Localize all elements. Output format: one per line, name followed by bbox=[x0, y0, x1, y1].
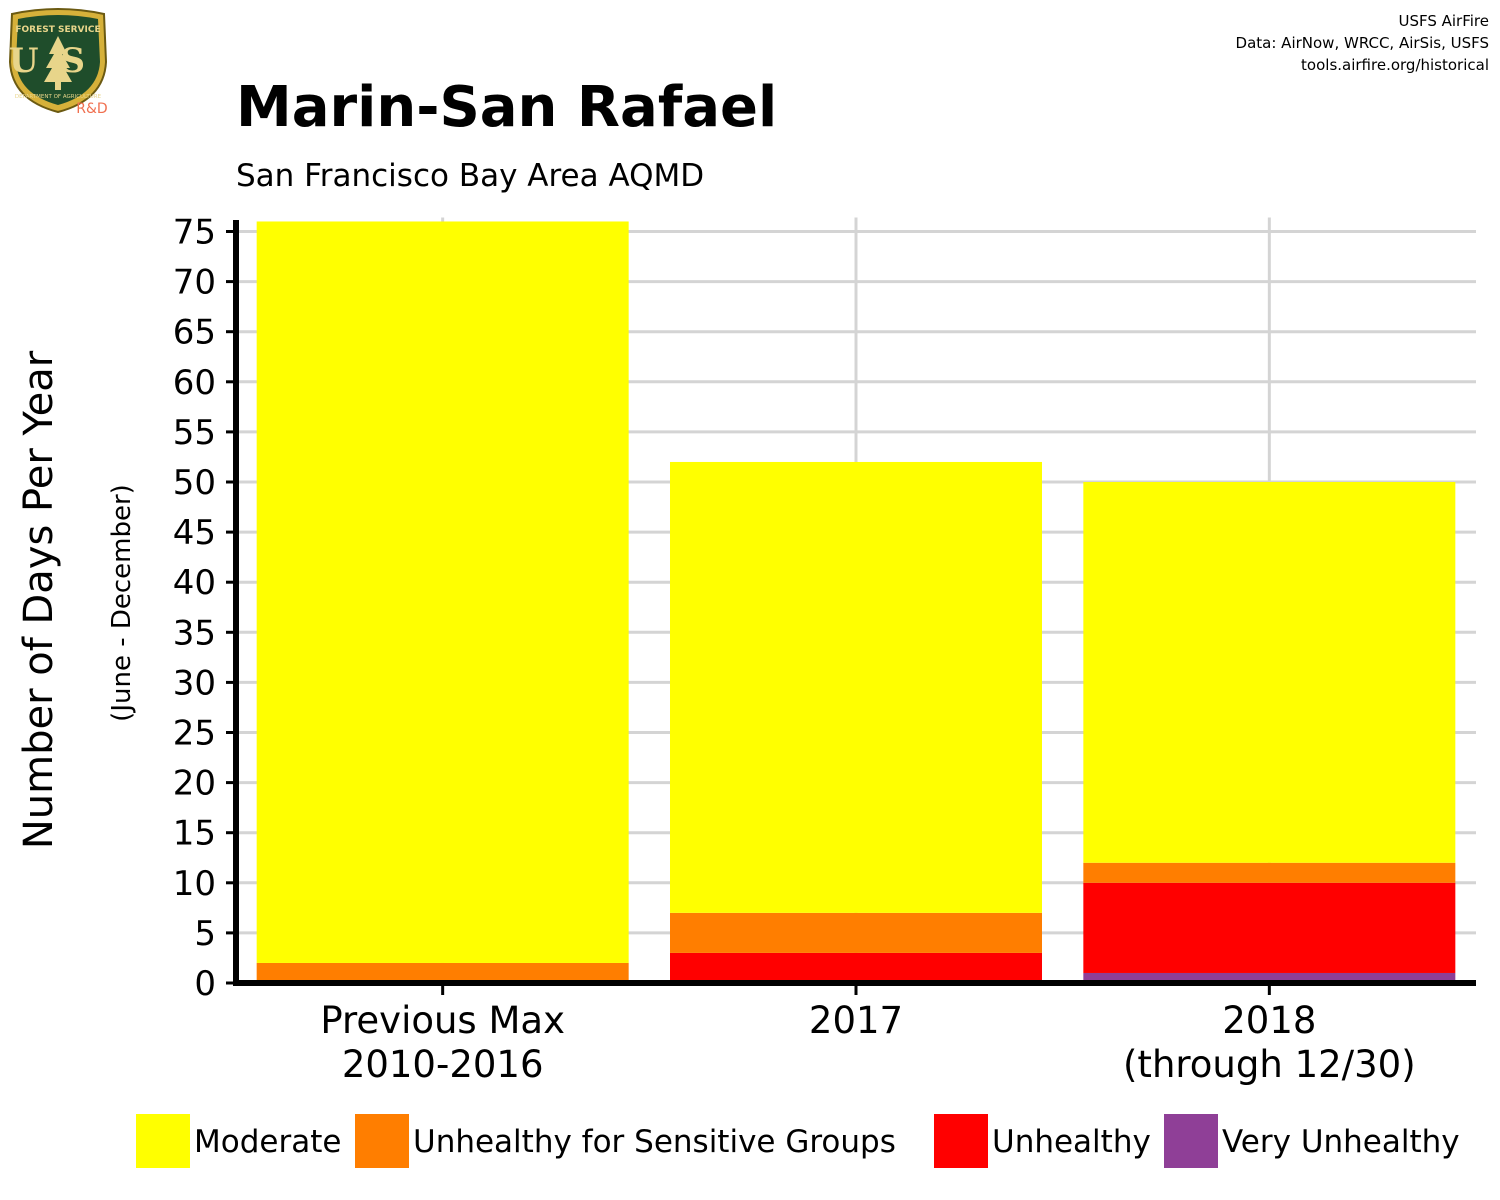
x-category-label: 2017 bbox=[809, 999, 903, 1042]
x-category-label: 2018 bbox=[1222, 999, 1316, 1042]
y-tick-label: 5 bbox=[194, 914, 216, 954]
chart-title: Marin-San Rafael bbox=[236, 75, 777, 140]
x-category-label: 2010-2016 bbox=[342, 1043, 544, 1086]
y-tick-label: 50 bbox=[173, 463, 216, 503]
tree-icon bbox=[44, 36, 72, 90]
bars bbox=[256, 221, 1456, 983]
bar-segment-unhealthy-for-sensitive-groups bbox=[670, 912, 1042, 953]
legend-swatch bbox=[355, 1114, 409, 1168]
logo-top-text: FOREST SERVICE bbox=[15, 25, 100, 35]
y-tick-label: 75 bbox=[173, 213, 216, 253]
bar-segment-unhealthy-for-sensitive-groups bbox=[256, 962, 629, 983]
legend-swatch bbox=[136, 1114, 190, 1168]
chart-subtitle: San Francisco Bay Area AQMD bbox=[236, 158, 704, 194]
y-tick-label: 10 bbox=[173, 864, 216, 904]
bar-segment-unhealthy-for-sensitive-groups bbox=[1083, 862, 1456, 883]
legend-label: Unhealthy for Sensitive Groups bbox=[413, 1124, 896, 1160]
x-category-label: (through 12/30) bbox=[1123, 1043, 1416, 1086]
usfs-shield-logo: FOREST SERVICE US DEPARTMENT OF AGRICULT… bbox=[9, 8, 108, 117]
y-tick-label: 25 bbox=[173, 714, 216, 754]
y-tick-labels: 0 5 10 15 20 25 30 35 40 45 50 55 60 65 70 75 bbox=[173, 213, 216, 1005]
y-tick-label: 45 bbox=[173, 513, 216, 553]
credit-line-1: USFS AirFire bbox=[1398, 12, 1489, 30]
legend-swatch bbox=[934, 1114, 988, 1168]
logo-letters: US bbox=[9, 41, 107, 81]
y-tick-label: 0 bbox=[194, 964, 216, 1004]
legend-swatch bbox=[1164, 1114, 1218, 1168]
y-tick-label: 60 bbox=[173, 363, 216, 403]
credit-line-3: tools.airfire.org/historical bbox=[1301, 56, 1489, 74]
bar-segment-unhealthy bbox=[670, 952, 1042, 983]
y-tick-label: 20 bbox=[173, 764, 216, 804]
x-category-label: Previous Max bbox=[320, 999, 565, 1042]
y-tick-label: 70 bbox=[173, 263, 216, 303]
legend-label: Very Unhealthy bbox=[1222, 1124, 1460, 1160]
y-tick-label: 55 bbox=[173, 413, 216, 453]
legend-label: Moderate bbox=[194, 1124, 341, 1160]
bar-segment-unhealthy bbox=[1083, 882, 1456, 973]
legend-label: Unhealthy bbox=[992, 1124, 1151, 1160]
bar-segment-moderate bbox=[670, 461, 1042, 913]
y-tick-label: 15 bbox=[173, 814, 216, 854]
y-axis-title: Number of Days Per Year bbox=[16, 350, 62, 849]
bar-segment-very-unhealthy bbox=[1083, 972, 1456, 983]
legend: Moderate Unhealthy for Sensitive Groups Un… bbox=[136, 1114, 1460, 1168]
credit-line-2: Data: AirNow, WRCC, AirSis, USFS bbox=[1236, 34, 1489, 52]
axes bbox=[226, 220, 1476, 995]
bar-segment-moderate bbox=[256, 221, 629, 963]
y-axis-subtitle: (June - December) bbox=[107, 484, 137, 722]
y-tick-label: 35 bbox=[173, 613, 216, 653]
y-tick-label: 40 bbox=[173, 563, 216, 603]
logo-bottom-text: DEPARTMENT OF AGRICULTURE bbox=[15, 94, 102, 100]
logo-badge: R&D bbox=[76, 101, 107, 117]
bar-segment-moderate bbox=[1083, 482, 1456, 863]
y-tick-label: 30 bbox=[173, 663, 216, 703]
y-tick-label: 65 bbox=[173, 313, 216, 353]
